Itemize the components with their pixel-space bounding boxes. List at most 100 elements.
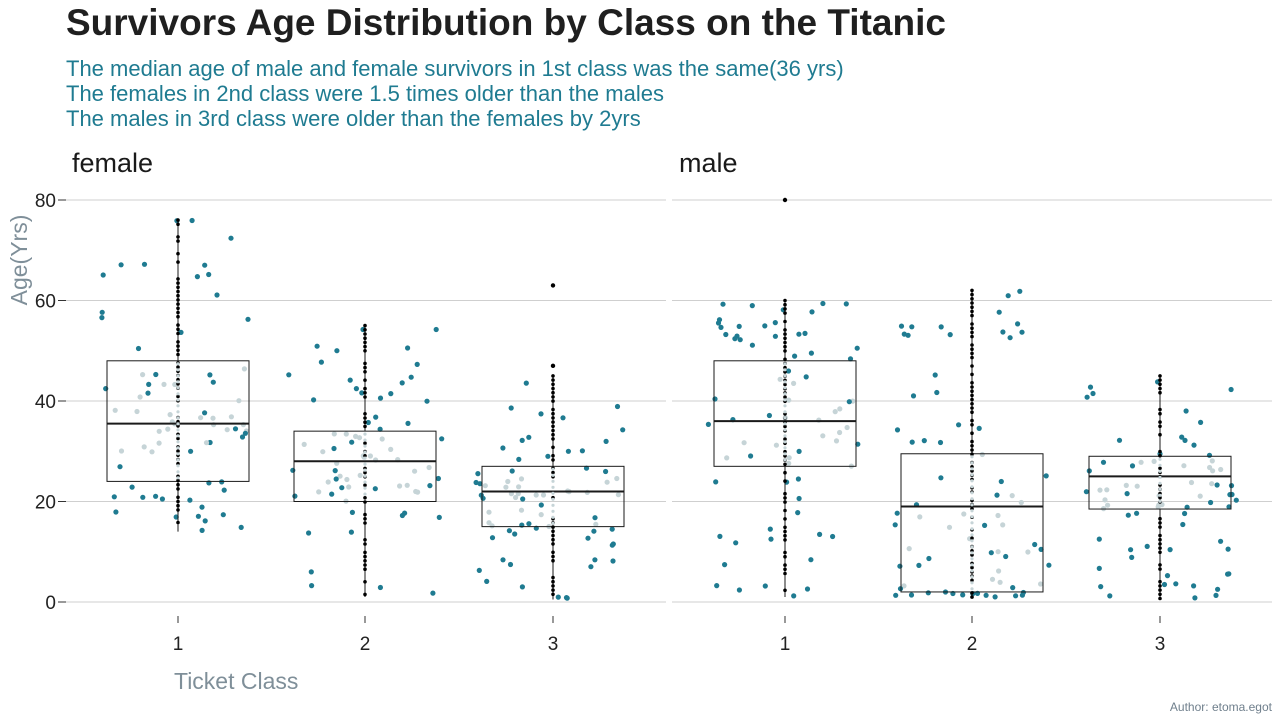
jitter-point	[1097, 487, 1103, 493]
jitter-point	[820, 300, 826, 307]
dotstack-point	[176, 327, 180, 332]
x-tick-label: 3	[548, 634, 559, 655]
center-light-point	[176, 428, 180, 432]
jitter-point	[219, 479, 225, 485]
jitter-point	[820, 433, 826, 439]
subtitle-line-2: The females in 2nd class were 1.5 times …	[66, 81, 664, 106]
center-light-point	[176, 416, 180, 420]
jitter-point	[722, 562, 728, 568]
jitter-point	[583, 465, 590, 471]
jitter-point	[1209, 481, 1215, 487]
dotstack-point	[176, 218, 180, 222]
jitter-point	[344, 476, 350, 483]
jitter-point	[1015, 321, 1021, 327]
jitter-point	[1098, 584, 1104, 590]
jitter-point	[1129, 463, 1136, 469]
jitter-point	[1038, 581, 1044, 587]
center-light-point	[176, 476, 180, 480]
jitter-point	[348, 529, 354, 535]
jitter-point	[1226, 571, 1232, 577]
jitter-point	[404, 482, 410, 488]
dotstack-point	[176, 310, 180, 315]
jitter-point	[1007, 335, 1013, 341]
dotstack-point	[551, 529, 555, 534]
dotstack-point	[783, 319, 787, 324]
y-tick-label: 0	[45, 593, 56, 614]
dotstack-point	[970, 423, 974, 427]
center-light-point	[363, 456, 367, 460]
jitter-point	[1100, 459, 1107, 465]
jitter-point	[1183, 408, 1189, 414]
dotstack-point	[783, 563, 787, 567]
center-light-point	[176, 458, 180, 462]
jitter-point	[946, 524, 953, 530]
dotstack-point	[1158, 420, 1162, 424]
dotstack-point	[970, 334, 974, 339]
dotstack-point	[783, 508, 787, 513]
center-light-point	[783, 404, 787, 408]
jitter-point	[804, 586, 811, 592]
dotstack-point	[783, 344, 787, 349]
jitter-point	[1215, 586, 1221, 592]
dotstack-point	[176, 365, 180, 369]
jitter-point	[153, 493, 159, 499]
jitter-point	[118, 448, 125, 454]
center-light-point	[176, 410, 180, 414]
dotstack-point	[176, 260, 180, 264]
jitter-point	[100, 272, 106, 278]
jitter-point	[1179, 434, 1185, 440]
dotstack-point	[970, 301, 974, 305]
dotstack-point	[783, 336, 787, 341]
dotstack-point	[551, 554, 555, 559]
center-light-point	[970, 563, 974, 567]
x-tick-label: 1	[173, 634, 184, 655]
dotstack-point	[176, 239, 180, 243]
jitter-point	[199, 504, 205, 510]
dotstack-point	[551, 550, 555, 555]
dotstack-point	[970, 431, 974, 436]
jitter-point	[960, 592, 966, 598]
jitter-point	[932, 372, 938, 378]
dotstack-point	[783, 517, 787, 521]
dotstack-point	[176, 508, 180, 512]
jitter-point	[1180, 521, 1186, 528]
jitter-point	[565, 448, 572, 454]
center-light-point	[176, 440, 180, 444]
jitter-point	[791, 593, 797, 599]
jitter-point	[614, 403, 621, 410]
center-light-point	[363, 492, 367, 496]
jitter-point	[519, 584, 526, 590]
dotstack-point	[176, 331, 180, 336]
dotstack-point	[363, 559, 367, 563]
dotstack-point	[970, 288, 974, 293]
dotstack-point	[970, 452, 974, 457]
jitter-point	[772, 320, 778, 326]
jitter-point	[1018, 499, 1024, 506]
jitter-point	[843, 301, 849, 307]
dotstack-point	[176, 222, 180, 227]
dotstack-point	[363, 395, 367, 399]
center-light-point	[363, 438, 367, 442]
jitter-point	[934, 389, 940, 396]
jitter-point	[1090, 390, 1096, 397]
jitter-point	[909, 324, 915, 330]
center-light-point	[551, 473, 555, 477]
jitter-point	[718, 324, 724, 330]
jitter-point	[357, 472, 363, 478]
jitter-point	[480, 495, 486, 501]
dotstack-point	[783, 332, 787, 336]
center-light-point	[970, 467, 974, 471]
jitter-point	[505, 478, 511, 485]
jitter-point	[995, 512, 1001, 519]
jitter-point	[1161, 581, 1168, 588]
jitter-point	[141, 261, 148, 267]
jitter-point	[1134, 483, 1140, 489]
center-light-point	[1158, 481, 1162, 485]
dotstack-point	[970, 309, 974, 314]
dotstack-point	[363, 412, 367, 416]
dotstack-point	[783, 298, 787, 303]
jitter-point	[334, 348, 340, 354]
jitter-point	[1206, 452, 1213, 458]
dotstack-point	[783, 357, 787, 362]
jitter-point	[232, 426, 239, 432]
